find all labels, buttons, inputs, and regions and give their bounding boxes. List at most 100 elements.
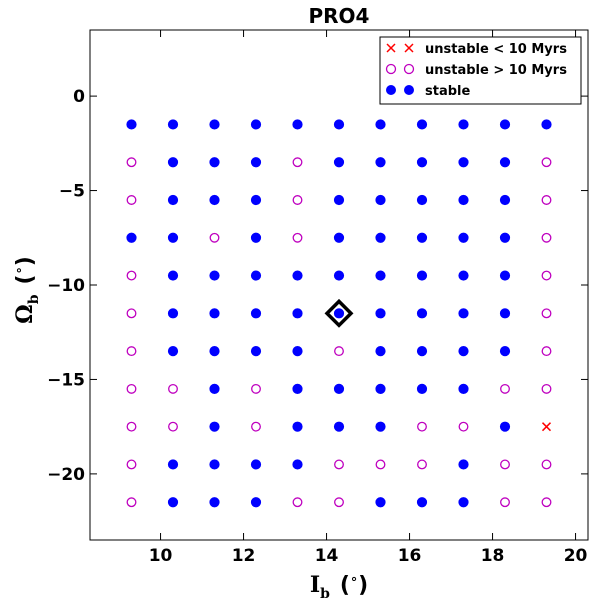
legend-item-unstable-late: unstable > 10 Myrs	[385, 63, 567, 78]
point-unstable-early	[541, 422, 552, 432]
chart-title: PRO4	[309, 4, 370, 28]
point-unstable-late	[541, 383, 552, 394]
legend-item-stable: stable	[386, 84, 470, 99]
x-axis-label-sub: b	[320, 586, 330, 600]
point-stable	[292, 459, 303, 470]
point-stable	[375, 383, 386, 394]
point-stable	[250, 194, 262, 206]
point-stable	[458, 232, 469, 243]
y-axis-label-open: (	[13, 274, 38, 284]
legend: unstable < 10 Myrs unstable > 10 Myrs st…	[379, 36, 582, 105]
x-tick-label: 12	[232, 546, 256, 566]
highlight-diamond	[324, 298, 354, 328]
point-unstable-late	[168, 421, 178, 432]
data-points	[126, 119, 552, 508]
point-stable	[250, 232, 262, 243]
point-unstable-late	[168, 383, 178, 394]
point-stable	[250, 157, 262, 168]
point-stable	[209, 346, 220, 357]
point-unstable-late	[126, 195, 137, 205]
point-unstable-late	[126, 270, 137, 281]
point-stable	[292, 383, 303, 394]
point-stable	[499, 119, 511, 130]
point-unstable-late	[541, 497, 552, 508]
point-stable	[541, 119, 552, 130]
point-stable	[292, 346, 303, 357]
point-stable	[292, 270, 303, 281]
point-stable	[209, 421, 220, 432]
legend-marker-x-2	[404, 43, 414, 53]
plot-frame	[89, 29, 589, 541]
legend-label-unstable-early: unstable < 10 Myrs	[425, 42, 567, 57]
point-unstable-late	[541, 346, 552, 357]
point-unstable-late	[541, 157, 552, 168]
point-stable	[499, 270, 511, 281]
point-unstable-late	[334, 459, 344, 470]
x-tick-label: 18	[481, 546, 505, 566]
point-stable	[333, 194, 345, 206]
point-stable	[250, 119, 262, 130]
point-stable	[333, 157, 345, 168]
point-stable	[499, 232, 511, 243]
point-stable	[209, 497, 220, 508]
point-stable	[167, 497, 179, 508]
point-stable	[499, 308, 511, 319]
point-stable	[167, 308, 179, 319]
point-stable	[416, 157, 428, 168]
point-stable	[375, 157, 386, 168]
point-stable	[458, 157, 469, 168]
axis-ticks: 10 12 14 16 18 20 0 −5 −10 −15 −20	[47, 30, 588, 566]
point-unstable-late	[541, 270, 552, 281]
point-stable	[499, 157, 511, 168]
point-stable	[209, 157, 220, 168]
y-axis-label-close: )	[13, 256, 38, 266]
point-stable	[375, 194, 386, 206]
point-unstable-late	[334, 497, 344, 508]
point-stable	[375, 308, 386, 319]
point-stable	[416, 346, 428, 357]
y-axis-label-deg: ∘	[12, 266, 27, 274]
point-stable	[167, 232, 179, 243]
point-stable	[416, 119, 428, 130]
point-stable	[250, 270, 262, 281]
point-stable	[416, 383, 428, 394]
point-stable	[209, 270, 220, 281]
point-unstable-late	[417, 459, 427, 470]
point-unstable-late	[292, 497, 303, 508]
point-stable	[209, 308, 220, 319]
point-unstable-late	[126, 497, 137, 508]
x-tick-label: 20	[564, 546, 588, 566]
point-stable	[416, 308, 428, 319]
legend-label-stable: stable	[425, 84, 470, 99]
point-stable	[333, 270, 345, 281]
point-stable	[292, 421, 303, 432]
point-stable	[458, 194, 469, 206]
point-unstable-late	[500, 459, 510, 470]
legend-marker-filled-2	[404, 85, 414, 95]
x-tick-label: 16	[398, 546, 422, 566]
legend-label-unstable-late: unstable > 10 Myrs	[425, 63, 567, 78]
point-stable	[375, 232, 386, 243]
point-stable	[250, 308, 262, 319]
x-axis-label-close: )	[358, 573, 368, 598]
legend-marker-open-1	[385, 63, 397, 75]
point-unstable-late	[292, 195, 303, 205]
y-tick-label: −10	[47, 276, 85, 296]
point-stable	[333, 421, 345, 432]
point-unstable-late	[126, 421, 137, 432]
point-stable	[499, 346, 511, 357]
point-stable	[126, 232, 137, 243]
point-unstable-late	[209, 232, 220, 243]
point-stable	[458, 383, 469, 394]
point-unstable-late	[500, 497, 510, 508]
point-stable	[416, 497, 428, 508]
y-axis-label-sub: b	[26, 294, 42, 304]
legend-marker-filled-1	[386, 85, 396, 95]
legend-marker-open-2	[403, 63, 415, 75]
point-unstable-late	[375, 459, 386, 470]
point-stable	[416, 232, 428, 243]
point-unstable-late	[251, 421, 261, 432]
x-tick-label: 10	[149, 546, 173, 566]
point-stable	[292, 119, 303, 130]
